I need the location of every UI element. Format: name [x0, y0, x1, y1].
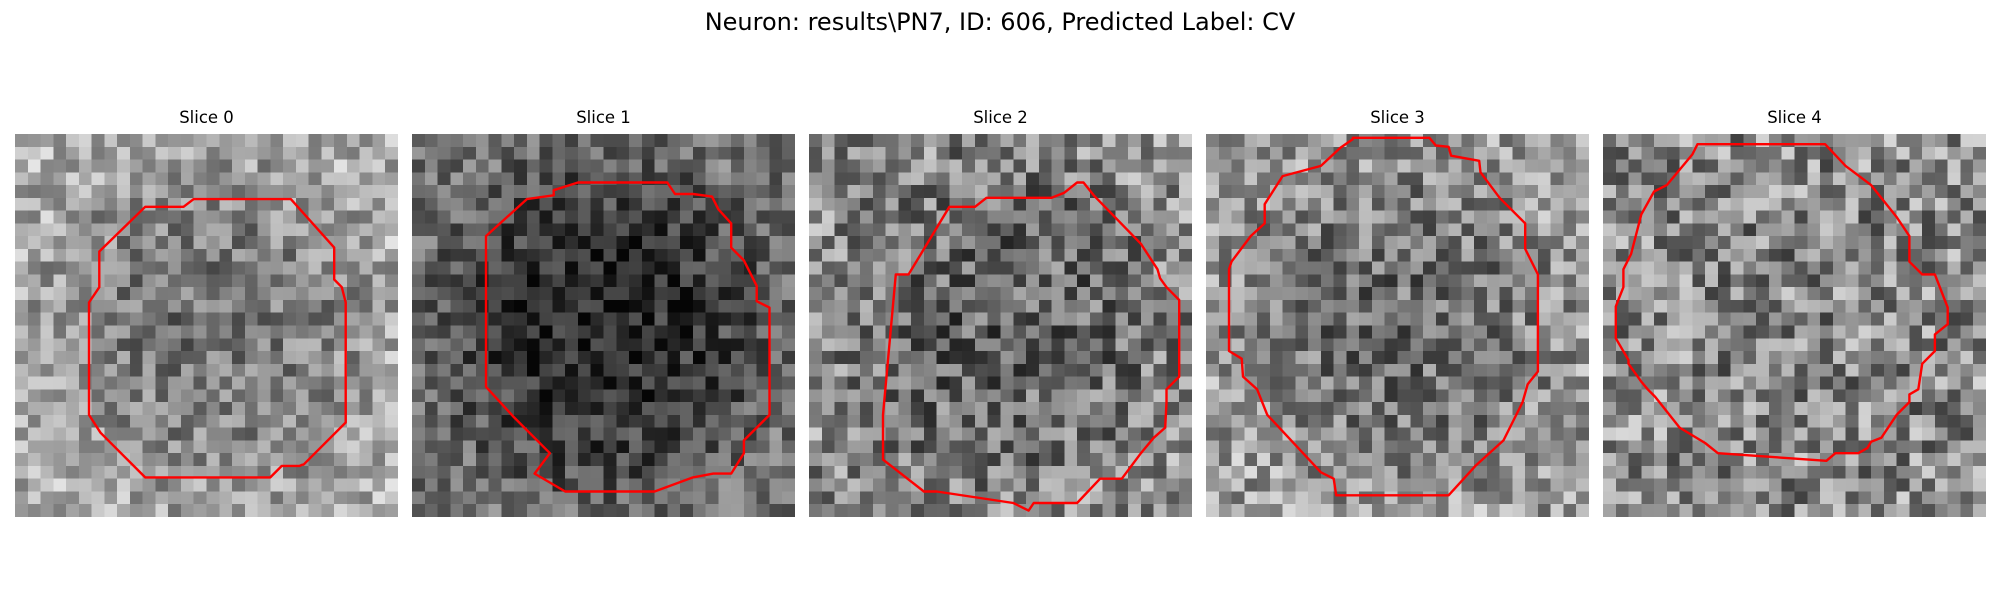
slice-image — [412, 134, 795, 517]
slice-panel-1: Slice 1 — [412, 108, 795, 517]
slice-image — [1603, 134, 1986, 517]
contour-outline — [1227, 136, 1540, 497]
pixel-grid — [412, 134, 795, 517]
contour-outline — [881, 181, 1181, 512]
pixel-grid — [15, 134, 398, 517]
pixel-grid — [1206, 134, 1589, 517]
slice-panel-2: Slice 2 — [809, 108, 1192, 517]
slice-title: Slice 3 — [1370, 108, 1425, 127]
pixel-grid — [809, 134, 1192, 517]
contour-outline — [1614, 142, 1949, 462]
figure-title: Neuron: results\PN7, ID: 606, Predicted … — [704, 8, 1296, 36]
slice-title: Slice 1 — [576, 108, 631, 127]
contour-outline — [484, 181, 771, 493]
pixel-grid — [1603, 134, 1986, 517]
slice-image — [15, 134, 398, 517]
slice-panel-3: Slice 3 — [1206, 108, 1589, 517]
slice-panel-4: Slice 4 — [1603, 108, 1986, 517]
slice-title: Slice 4 — [1767, 108, 1822, 127]
slice-image — [1206, 134, 1589, 517]
slice-title: Slice 2 — [973, 108, 1028, 127]
slice-image — [809, 134, 1192, 517]
slice-panel-0: Slice 0 — [15, 108, 398, 517]
contour-outline — [87, 197, 347, 479]
slice-title: Slice 0 — [179, 108, 234, 127]
